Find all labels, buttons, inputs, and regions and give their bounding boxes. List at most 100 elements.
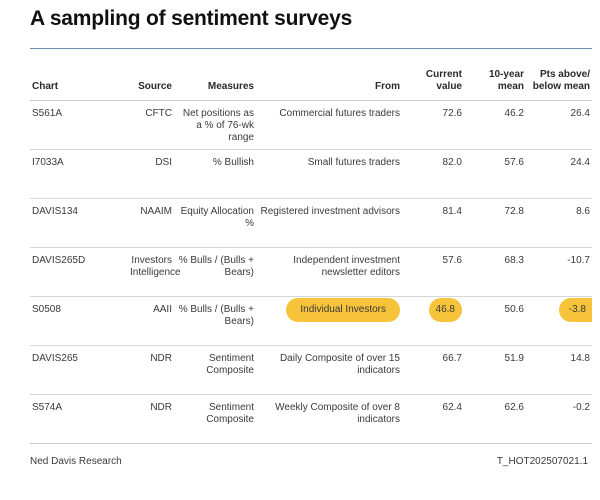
highlighted-current: 46.8	[428, 297, 462, 322]
cell-measures-text: Sentiment Composite	[206, 401, 254, 425]
cell-source: NDR	[128, 393, 174, 444]
cell-source: Investors Intelligence	[128, 246, 181, 296]
col-header-source: Source	[138, 80, 172, 92]
cell-mean-text: 51.9	[504, 352, 524, 364]
cell-measures: % Bulls / (Bulls + Bears)	[174, 295, 256, 345]
top-rule	[30, 48, 592, 49]
cell-source: NAAIM	[128, 197, 174, 247]
col-header-chart: Chart	[32, 80, 59, 92]
cell-measures: Net positions as a % of 76-wk range	[174, 99, 256, 149]
cell-pts: -10.7	[526, 246, 592, 296]
cell-current-text: 82.0	[442, 156, 462, 168]
cell-from-text: Commercial futures traders	[279, 107, 400, 119]
col-header-current: Current value	[425, 68, 462, 92]
cell-mean: 51.9	[464, 344, 526, 394]
cell-from: Individual Investors	[256, 295, 402, 345]
col-header-measures: Measures	[207, 80, 254, 92]
cell-from-text: Small futures traders	[307, 156, 400, 168]
cell-chart: DAVIS265	[30, 344, 128, 394]
cell-source-text: DSI	[155, 156, 172, 168]
cell-from: Independent investment newsletter editor…	[256, 246, 402, 296]
cell-mean: 57.6	[464, 148, 526, 198]
cell-from: Weekly Composite of over 8 indicators	[256, 393, 402, 444]
cell-measures: % Bullish	[174, 148, 256, 198]
cell-source: AAII	[128, 295, 174, 345]
cell-source-text: Investors Intelligence	[130, 254, 181, 278]
table-row: DAVIS134 NAAIM Equity Allocation % Register…	[30, 197, 592, 247]
cell-from-text: Daily Composite of over 15 indicators	[279, 352, 400, 376]
cell-measures-text: Net positions as a % of 76-wk range	[182, 107, 254, 143]
header-row: Chart Source Measures From Current value…	[30, 55, 592, 100]
cell-chart: S574A	[30, 393, 128, 444]
cell-source-text: NDR	[150, 352, 172, 364]
cell-current-text: 57.6	[442, 254, 462, 266]
cell-from: Commercial futures traders	[256, 99, 402, 149]
cell-current-text: 81.4	[442, 205, 462, 217]
cell-pts-text: 26.4	[570, 107, 590, 119]
cell-pts-text: -10.7	[567, 254, 590, 266]
table-row: DAVIS265 NDR Sentiment Composite Daily Comp…	[30, 344, 592, 394]
cell-source: DSI	[128, 148, 174, 198]
cell-mean-text: 68.3	[504, 254, 524, 266]
cell-from: Registered investment advisors	[256, 197, 402, 247]
page-title: A sampling of sentiment surveys	[30, 7, 353, 30]
cell-chart-text: S561A	[32, 107, 63, 119]
cell-pts: 26.4	[526, 99, 592, 149]
cell-pts: -0.2	[526, 393, 592, 444]
cell-mean-text: 57.6	[504, 156, 524, 168]
cell-chart: DAVIS265D	[30, 246, 128, 296]
cell-measures: Equity Allocation %	[174, 197, 256, 247]
cell-measures-text: Sentiment Composite	[206, 352, 254, 376]
cell-chart-text: DAVIS134	[32, 205, 78, 217]
cell-current-text: 62.4	[442, 401, 462, 413]
cell-measures: % Bulls / (Bulls + Bears)	[174, 246, 256, 296]
table-row: S574A NDR Sentiment Composite Weekly Compos…	[30, 393, 592, 444]
cell-source: CFTC	[128, 99, 174, 149]
cell-chart: I7033A	[30, 148, 128, 198]
cell-mean-text: 46.2	[504, 107, 524, 119]
cell-pts-text: 8.6	[576, 205, 590, 217]
cell-current: 66.7	[402, 344, 464, 394]
cell-source-text: AAII	[153, 303, 172, 315]
cell-current: 72.6	[402, 99, 464, 149]
cell-chart-text: S574A	[32, 401, 63, 413]
cell-current: 62.4	[402, 393, 464, 444]
cell-measures-text: % Bulls / (Bulls + Bears)	[178, 303, 254, 327]
cell-current: 81.4	[402, 197, 464, 247]
cell-pts-text: 14.8	[570, 352, 590, 364]
cell-source-text: NAAIM	[140, 205, 172, 217]
cell-current: 46.8	[402, 295, 464, 345]
cell-from-text: Weekly Composite of over 8 indicators	[275, 401, 400, 425]
cell-source-text: CFTC	[145, 107, 172, 119]
cell-pts-text: 24.4	[570, 156, 590, 168]
cell-chart: S561A	[30, 99, 128, 149]
cell-mean-text: 62.6	[504, 401, 524, 413]
table-row: I7033A DSI % Bullish Small futures traders 8…	[30, 148, 592, 198]
cell-source: NDR	[128, 344, 174, 394]
cell-mean: 62.6	[464, 393, 526, 444]
cell-mean-text: 72.8	[504, 205, 524, 217]
col-header-from: From	[375, 80, 400, 92]
cell-pts: 8.6	[526, 197, 592, 247]
cell-from-text: Registered investment advisors	[260, 205, 400, 217]
table-row: DAVIS265D Investors Intelligence% Bulls /…	[30, 246, 592, 296]
footer-code: T_HOT202507021.1	[496, 456, 588, 467]
cell-current: 57.6	[402, 246, 464, 296]
cell-chart: S0508	[30, 295, 128, 345]
cell-from: Small futures traders	[256, 148, 402, 198]
cell-current-text: 72.6	[442, 107, 462, 119]
highlighted-from: Individual Investors	[286, 297, 400, 322]
footer-source: Ned Davis Research	[30, 456, 122, 467]
col-header-mean: 10-year mean	[488, 68, 524, 92]
cell-mean: 68.3	[464, 246, 526, 296]
cell-pts: 14.8	[526, 344, 592, 394]
cell-from-text: Independent investment newsletter editor…	[293, 254, 400, 278]
cell-measures: Sentiment Composite	[174, 344, 256, 394]
col-header-pts: Pts above/ below mean	[532, 68, 590, 92]
table-row: S561A CFTC Net positions as a % of 76-wk r…	[30, 99, 592, 149]
cell-pts-text: -0.2	[572, 401, 590, 413]
cell-mean-text: 50.6	[504, 303, 524, 315]
cell-measures-text: % Bulls / (Bulls + Bears)	[178, 254, 254, 278]
cell-chart: DAVIS134	[30, 197, 128, 247]
cell-source-text: NDR	[150, 401, 172, 413]
